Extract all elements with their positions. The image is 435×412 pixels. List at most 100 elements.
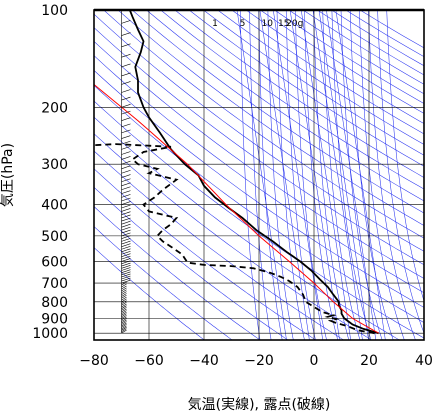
wind-barb bbox=[121, 303, 127, 308]
wind-barb bbox=[121, 140, 131, 145]
mixing-ratio-line bbox=[326, 10, 377, 340]
wind-barb bbox=[121, 223, 131, 228]
wind-barb bbox=[121, 308, 127, 313]
moist-adiabat bbox=[368, 10, 416, 340]
moist-adiabat bbox=[295, 10, 327, 340]
moist-adiabat bbox=[359, 10, 405, 340]
wind-barb bbox=[121, 72, 131, 77]
y-tick-label: 300 bbox=[41, 157, 68, 173]
wind-barb bbox=[121, 305, 127, 309]
wind-barb bbox=[121, 311, 127, 316]
wind-barb bbox=[121, 243, 131, 247]
dry-adiabat bbox=[203, 10, 424, 156]
wind-barb bbox=[121, 146, 131, 150]
mixing-ratio-label: 15 bbox=[278, 19, 289, 29]
dry-adiabat bbox=[94, 13, 424, 252]
wind-barb bbox=[121, 165, 131, 170]
series-line-dashed bbox=[94, 143, 375, 335]
wind-barb bbox=[121, 235, 131, 239]
wind-barb bbox=[121, 151, 131, 155]
wind-barb bbox=[121, 267, 131, 271]
y-tick-label: 400 bbox=[41, 198, 68, 214]
x-tick-label: −80 bbox=[79, 353, 109, 369]
wind-barb bbox=[121, 319, 127, 324]
wind-barb bbox=[121, 315, 127, 319]
x-tick-label: −20 bbox=[244, 353, 274, 369]
wind-barb bbox=[121, 275, 131, 280]
dry-adiabat bbox=[94, 116, 400, 340]
wind-barb bbox=[121, 194, 131, 198]
wind-barb bbox=[121, 217, 131, 222]
mixing-ratio-lines bbox=[236, 10, 386, 340]
wind-barb bbox=[121, 322, 127, 327]
wind-barb bbox=[121, 20, 131, 24]
dry-adiabat bbox=[94, 55, 424, 294]
dry-adiabat bbox=[94, 69, 424, 308]
wind-barb bbox=[121, 238, 131, 242]
wind-barb bbox=[121, 325, 127, 330]
wind-barb bbox=[121, 302, 127, 306]
mixing-ratio-line bbox=[289, 10, 340, 340]
moist-adiabat bbox=[285, 10, 316, 340]
wind-barb bbox=[121, 226, 131, 231]
wind-barb bbox=[121, 293, 127, 297]
wind-barbs bbox=[121, 10, 131, 334]
mixing-ratio-line bbox=[300, 10, 351, 340]
wind-barb bbox=[121, 281, 127, 286]
dry-adiabat bbox=[94, 168, 316, 340]
wind-barb bbox=[121, 96, 131, 101]
dry-adiabat bbox=[160, 10, 424, 190]
wind-barb bbox=[121, 135, 131, 139]
wind-barb bbox=[121, 287, 127, 292]
moist-adiabat bbox=[249, 10, 272, 340]
wind-barb bbox=[121, 316, 127, 321]
moist-adiabat bbox=[258, 10, 283, 340]
wind-barb bbox=[121, 283, 127, 288]
mixing-ratio-line bbox=[259, 10, 310, 340]
wind-barb bbox=[121, 260, 131, 265]
wind-barb bbox=[121, 129, 131, 134]
wind-barb bbox=[121, 32, 131, 36]
moist-adiabat bbox=[386, 10, 424, 302]
x-tick-label: 40 bbox=[415, 353, 433, 369]
adiabat-lines bbox=[94, 10, 424, 340]
wind-barb bbox=[121, 321, 127, 325]
series-line-solid bbox=[94, 84, 379, 334]
moist-adiabat bbox=[267, 10, 294, 340]
moist-adiabat bbox=[240, 10, 261, 340]
y-tick-label: 700 bbox=[41, 276, 68, 292]
mixing-ratio-line bbox=[335, 10, 386, 340]
wind-barb bbox=[121, 240, 131, 245]
dry-adiabat bbox=[94, 133, 372, 340]
wind-barb bbox=[121, 229, 131, 234]
wind-barb bbox=[121, 295, 127, 299]
dry-adiabat bbox=[94, 226, 233, 340]
wind-barb bbox=[121, 300, 127, 304]
dry-adiabat bbox=[94, 150, 344, 340]
y-tick-label: 200 bbox=[41, 100, 68, 116]
wind-barb bbox=[121, 298, 127, 303]
y-tick-label: 800 bbox=[41, 295, 68, 311]
wind-barb bbox=[121, 271, 131, 276]
wind-barb bbox=[121, 250, 131, 255]
wind-barb bbox=[121, 327, 127, 331]
wind-barb bbox=[121, 53, 131, 58]
wind-barb bbox=[121, 265, 131, 269]
dry-adiabat bbox=[132, 10, 424, 214]
dry-adiabat bbox=[174, 10, 424, 178]
dry-adiabat bbox=[146, 10, 424, 202]
wind-barb bbox=[121, 279, 131, 284]
dry-adiabat bbox=[94, 186, 289, 340]
wind-barb bbox=[121, 208, 131, 212]
wind-barb bbox=[121, 324, 127, 328]
grid-lines bbox=[94, 10, 424, 340]
x-axis-ticks: −80 −60 −40 −20 0 20 40 bbox=[79, 353, 433, 369]
series-lines bbox=[94, 10, 379, 335]
mixing-ratio-line bbox=[236, 10, 287, 340]
moist-adiabat bbox=[349, 10, 394, 340]
wind-barb bbox=[121, 186, 131, 191]
wind-barb bbox=[121, 63, 131, 68]
moist-adiabat bbox=[340, 10, 383, 340]
